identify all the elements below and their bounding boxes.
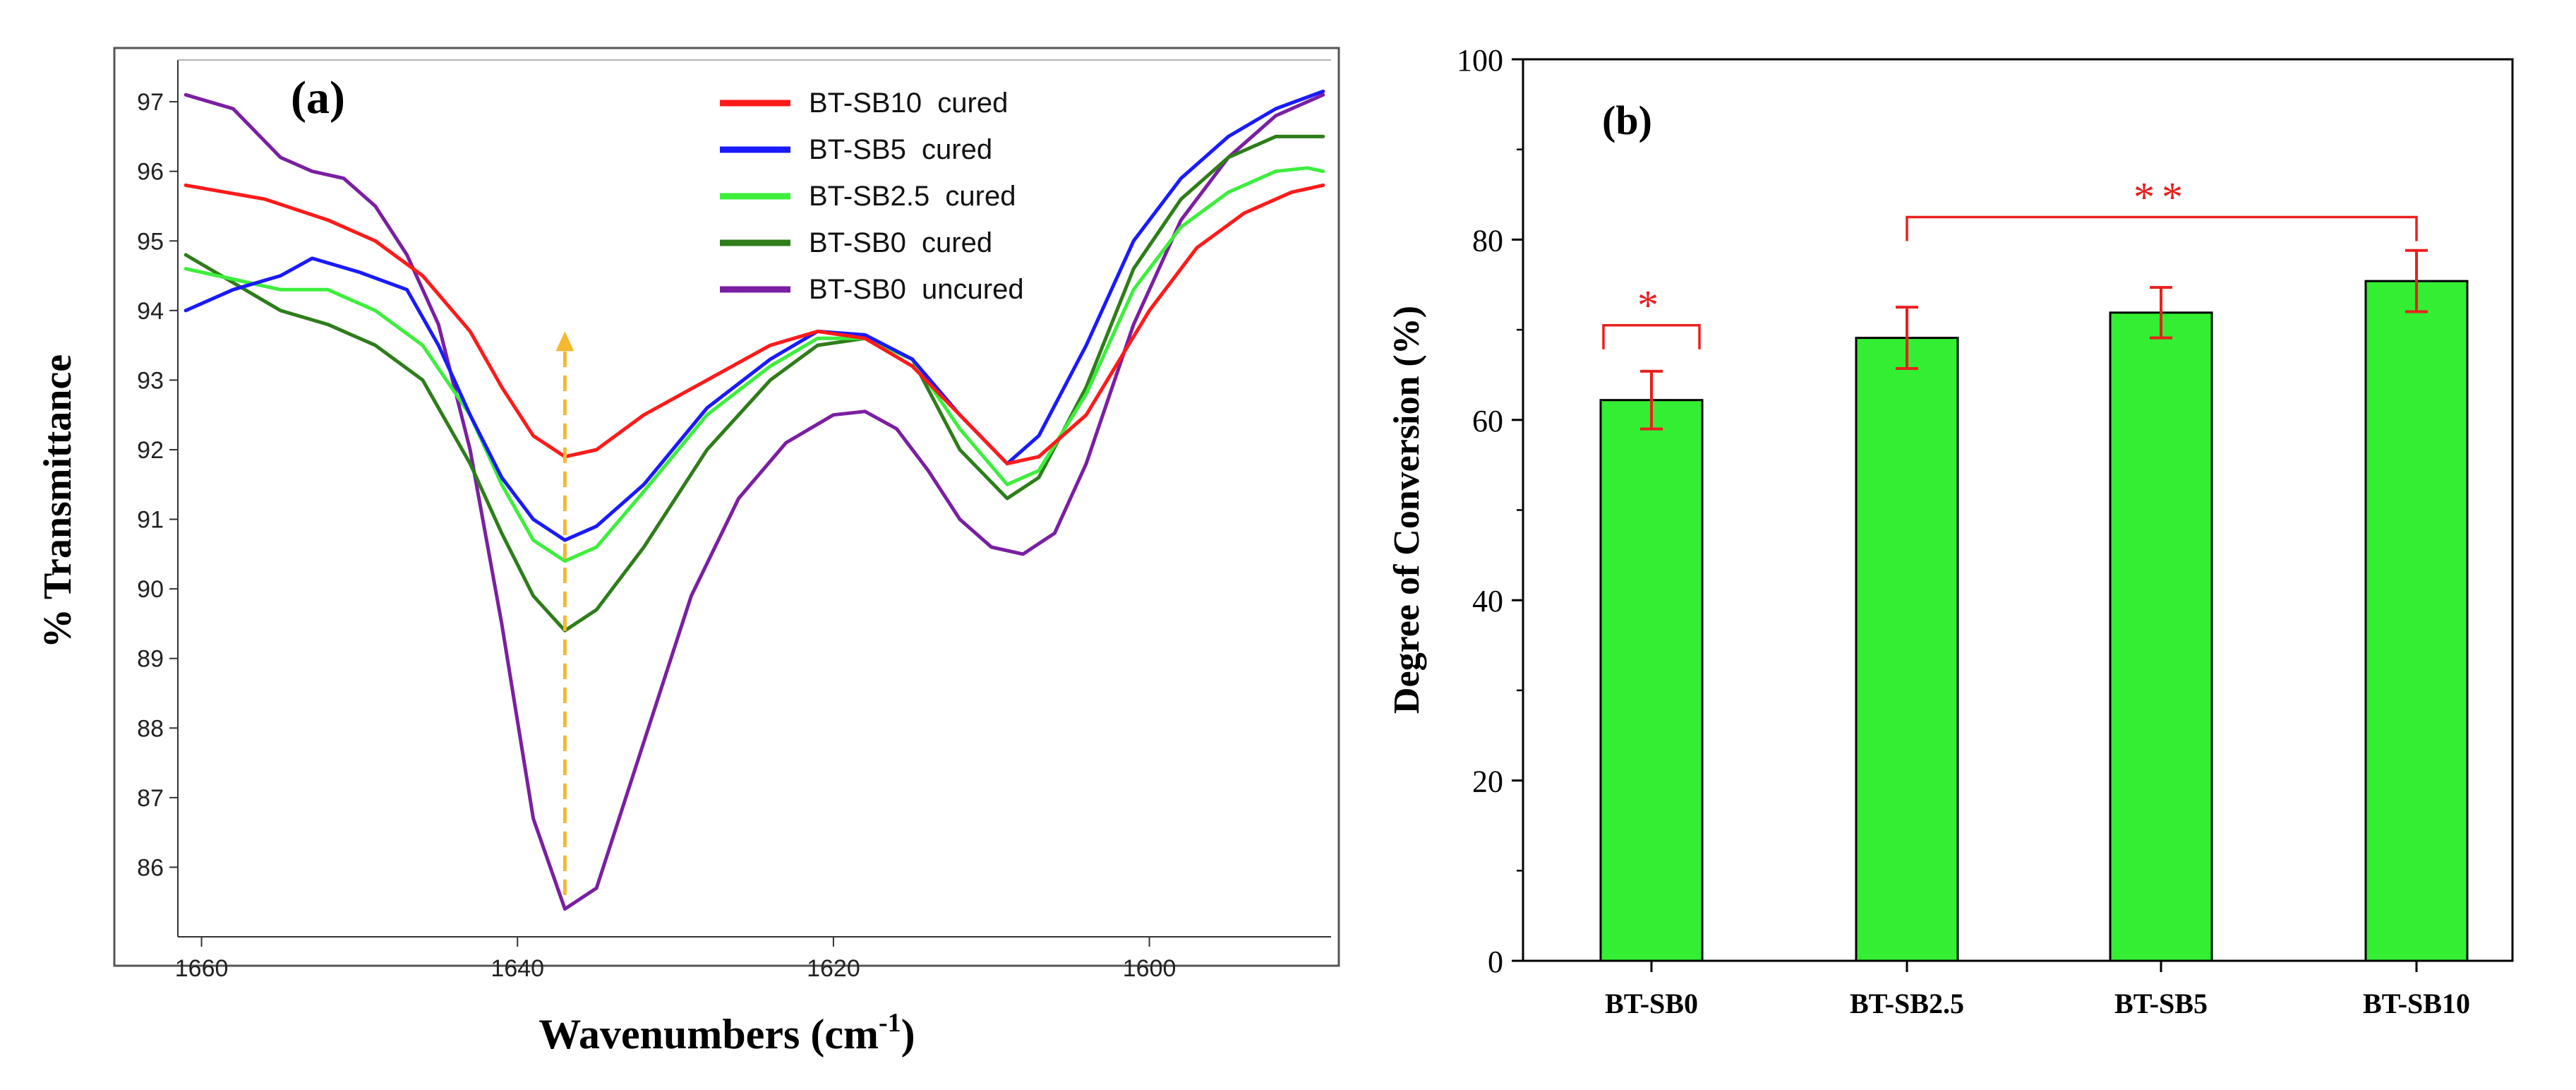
panel-a-xlabel-sup: -1 — [879, 1008, 901, 1038]
significance-marker: ** — [2133, 174, 2190, 220]
peak-arrow-head — [555, 331, 574, 352]
bar-bt-sb10 — [2364, 280, 2469, 962]
series-line-bt-sb5-cured — [183, 89, 1325, 542]
panel-a-y-ticks: 86 87 88 89 90 91 92 93 94 95 96 97 — [137, 89, 178, 881]
b-ytick-label: 60 — [1472, 404, 1503, 438]
panel-a-plot-area — [178, 60, 1331, 937]
a-xtick-label: 1660 — [175, 955, 229, 982]
bar-bt-sb5 — [2109, 311, 2213, 962]
panel-a-legend: BT-SB10 cured BT-SB5 cured BT-SB2.5 cured B… — [720, 88, 1024, 305]
a-ytick-label: 95 — [137, 228, 164, 255]
panel-b-label: (b) — [1602, 97, 1652, 143]
panel-a-ylabel: % Transmittance — [36, 354, 80, 648]
panel-a-xlabel-close: ) — [901, 1011, 915, 1058]
legend-label: BT-SB5 cured — [809, 134, 992, 165]
panel-a-xlabel: Wavenumbers (cm-1) — [538, 1008, 915, 1058]
b-ytick-label: 40 — [1472, 584, 1503, 618]
series-line-bt-sb0-cured — [183, 134, 1325, 633]
b-ytick-label: 0 — [1488, 945, 1503, 979]
significance-bracket — [1602, 323, 1701, 349]
b-ytick-label: 20 — [1472, 765, 1503, 799]
a-ytick-label: 90 — [137, 576, 164, 603]
panel-a-xlabel-main: Wavenumbers (cm — [538, 1011, 879, 1058]
panel-b-y-ticks: 0 20 40 60 80 100 — [1457, 43, 1523, 979]
a-xtick-label: 1600 — [1123, 955, 1176, 982]
bar-bt-sb2-5 — [1855, 337, 1959, 962]
a-ytick-label: 93 — [137, 367, 164, 394]
series-line-bt-sb10-cured — [183, 183, 1325, 466]
b-ytick-label: 100 — [1457, 43, 1503, 78]
b-ytick-label: 80 — [1472, 223, 1503, 258]
a-ytick-label: 94 — [137, 298, 164, 325]
panel-a-x-ticks: 1660 1640 1620 1600 — [175, 937, 1176, 982]
panel-a-label: (a) — [291, 72, 345, 124]
degree-of-conversion-chart: 0 20 40 60 80 100 BT-SB0 BT-SB2.5 BT-SB5 BT-SB10… — [1387, 43, 2514, 1019]
significance-bracket — [1906, 215, 2418, 241]
series-line-bt-sb2-5-cured — [183, 166, 1325, 563]
b-xtick-label: BT-SB0 — [1605, 988, 1698, 1019]
panel-b-significance: *** — [1602, 174, 2418, 349]
panel-b-ylabel: Degree of Conversion (%) — [1387, 306, 1427, 714]
peak-arrow — [555, 331, 574, 895]
legend-label: BT-SB2.5 cured — [809, 181, 1016, 212]
ftir-spectrum-chart: 86 87 88 89 90 91 92 93 94 95 96 97 1660 1640 1620 160… — [36, 47, 1340, 1058]
legend-label: BT-SB10 cured — [809, 88, 1008, 119]
panel-b-x-ticks: BT-SB0 BT-SB2.5 BT-SB5 BT-SB10 — [1605, 961, 2470, 1019]
series-line-bt-sb0-uncured — [183, 92, 1325, 911]
bar-bt-sb0 — [1599, 399, 1704, 962]
a-ytick-label: 92 — [137, 437, 164, 464]
a-ytick-label: 96 — [137, 159, 164, 186]
a-ytick-label: 97 — [137, 89, 164, 116]
legend-label: BT-SB0 uncured — [809, 274, 1024, 305]
b-xtick-label: BT-SB2.5 — [1850, 988, 1964, 1019]
a-xtick-label: 1620 — [807, 955, 860, 982]
a-ytick-label: 91 — [137, 507, 164, 534]
b-xtick-label: BT-SB10 — [2363, 988, 2470, 1019]
legend-label: BT-SB0 cured — [809, 227, 992, 258]
panel-a-series — [183, 89, 1325, 911]
b-xtick-label: BT-SB5 — [2114, 988, 2208, 1019]
a-ytick-label: 88 — [137, 715, 164, 742]
a-ytick-label: 89 — [137, 646, 164, 673]
panel-b-bars — [1599, 248, 2469, 962]
a-ytick-label: 86 — [137, 854, 164, 881]
significance-marker: * — [1637, 282, 1666, 329]
a-ytick-label: 87 — [137, 785, 164, 812]
a-xtick-label: 1640 — [490, 955, 544, 982]
